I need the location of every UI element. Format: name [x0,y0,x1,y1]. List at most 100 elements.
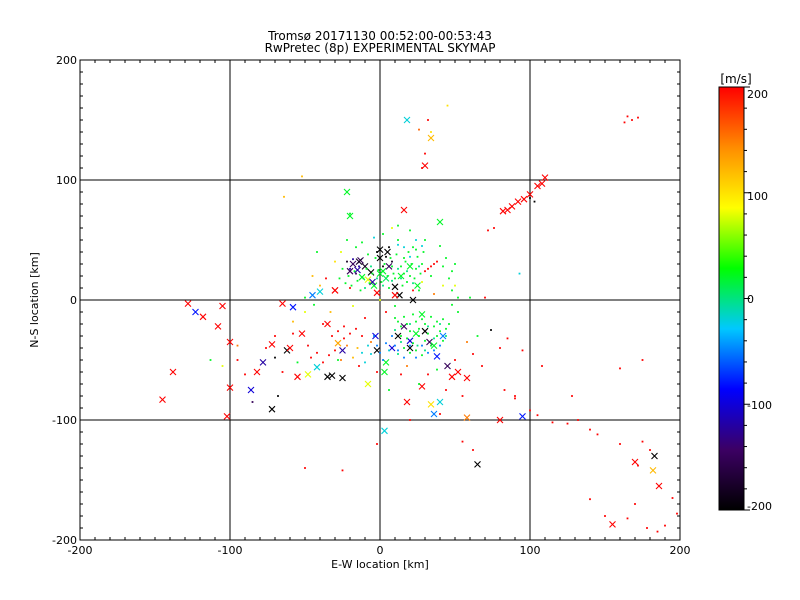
data-point-dot [481,365,483,367]
data-point-dot [604,515,606,517]
data-point-dot [397,267,399,270]
data-point-dot [334,349,336,352]
data-point-dot [274,356,276,359]
data-point-cross [226,384,234,391]
data-point-dot [352,258,354,261]
data-point-dot [406,270,408,273]
data-point-dot [457,311,459,313]
data-point-cross [381,427,388,435]
data-point-dot [382,233,384,235]
data-point-dot [329,311,332,313]
data-point-dot [397,320,399,323]
data-point-dot [409,351,411,354]
data-point-dot [406,281,408,283]
data-point-cross [259,359,267,366]
data-point-dot [344,282,347,285]
data-point-dot [430,265,432,268]
data-point-cross [298,330,306,337]
data-point-dot [277,395,279,397]
data-point-dot [589,498,591,501]
data-point-dot [566,422,569,425]
data-point-cross [651,452,658,460]
data-point-dot [364,317,366,319]
data-point-dot [433,325,435,328]
data-point-dot [410,263,413,265]
data-point-cross [358,273,366,281]
data-point-cross [376,270,384,277]
data-point-cross [289,303,297,311]
data-point-dot [388,287,390,289]
data-point-dot [415,267,417,270]
data-point-dot [503,389,506,391]
data-point-dot [427,332,429,335]
data-point-dot [406,337,408,340]
data-point-dot [394,344,396,347]
data-point-dot [418,128,420,131]
data-point-dot [631,119,633,121]
data-point-dot [340,359,342,361]
data-point-cross [439,332,447,340]
data-point-dot [412,246,414,249]
data-point-cross [655,482,663,490]
data-point-dot [637,116,639,119]
data-point-dot [421,344,423,347]
data-point-dot [490,329,492,331]
data-point-dot [416,344,419,347]
data-point-cross [631,458,639,466]
data-point-dot [400,341,402,343]
data-point-cross [403,398,411,406]
data-point-dot [511,205,513,208]
data-point-cross [346,267,354,275]
data-point-dot [383,263,386,265]
data-point-dot [401,284,404,287]
x-tick-label: 200 [670,544,691,557]
data-point-cross [331,287,339,294]
data-point-dot [370,341,372,343]
data-point-cross [268,405,276,413]
data-point-dot [415,320,417,323]
data-point-dot [412,289,414,292]
data-point-dot [325,277,327,280]
y-tick-label: 100 [56,174,77,187]
data-point-dot [403,356,405,359]
data-point-dot [487,229,489,232]
data-point-dot [361,351,363,354]
data-point-cross [364,380,372,388]
data-point-dot [310,356,312,359]
data-point-dot [451,289,453,292]
data-point-dot [446,104,449,107]
data-point-cross [436,398,444,406]
x-axis-tick-labels: -200 -100 0 100 200 [68,544,691,557]
data-point-dot [311,275,314,277]
data-point-dot [634,503,636,505]
data-point-cross [496,416,504,424]
data-point-dot [415,349,417,352]
data-point-cross [324,373,331,381]
data-point-dot [404,260,407,263]
x-tick-label: -200 [68,544,93,557]
data-point-dot [418,335,420,337]
data-point-dot [424,339,426,342]
data-point-dot [397,353,399,355]
data-point-cross [339,347,346,354]
data-point-dot [376,251,378,253]
data-point-dot [413,277,416,280]
data-point-cross [454,368,462,376]
data-point-dot [244,373,246,376]
data-point-dot [430,275,432,277]
data-point-dot [514,397,516,400]
data-point-dot [397,239,399,241]
data-point-dot [388,349,390,352]
y-tick-label: -100 [52,414,77,427]
data-point-cross [391,283,399,291]
data-point-dot [451,270,453,273]
data-point-dot [427,325,429,328]
data-point-dot [403,272,405,275]
data-point-dot [341,469,344,472]
data-point-cross [346,212,354,220]
data-point-dot [439,323,441,325]
data-point-cross [373,289,381,297]
data-point-dot [493,227,495,229]
data-point-dot [430,315,432,318]
